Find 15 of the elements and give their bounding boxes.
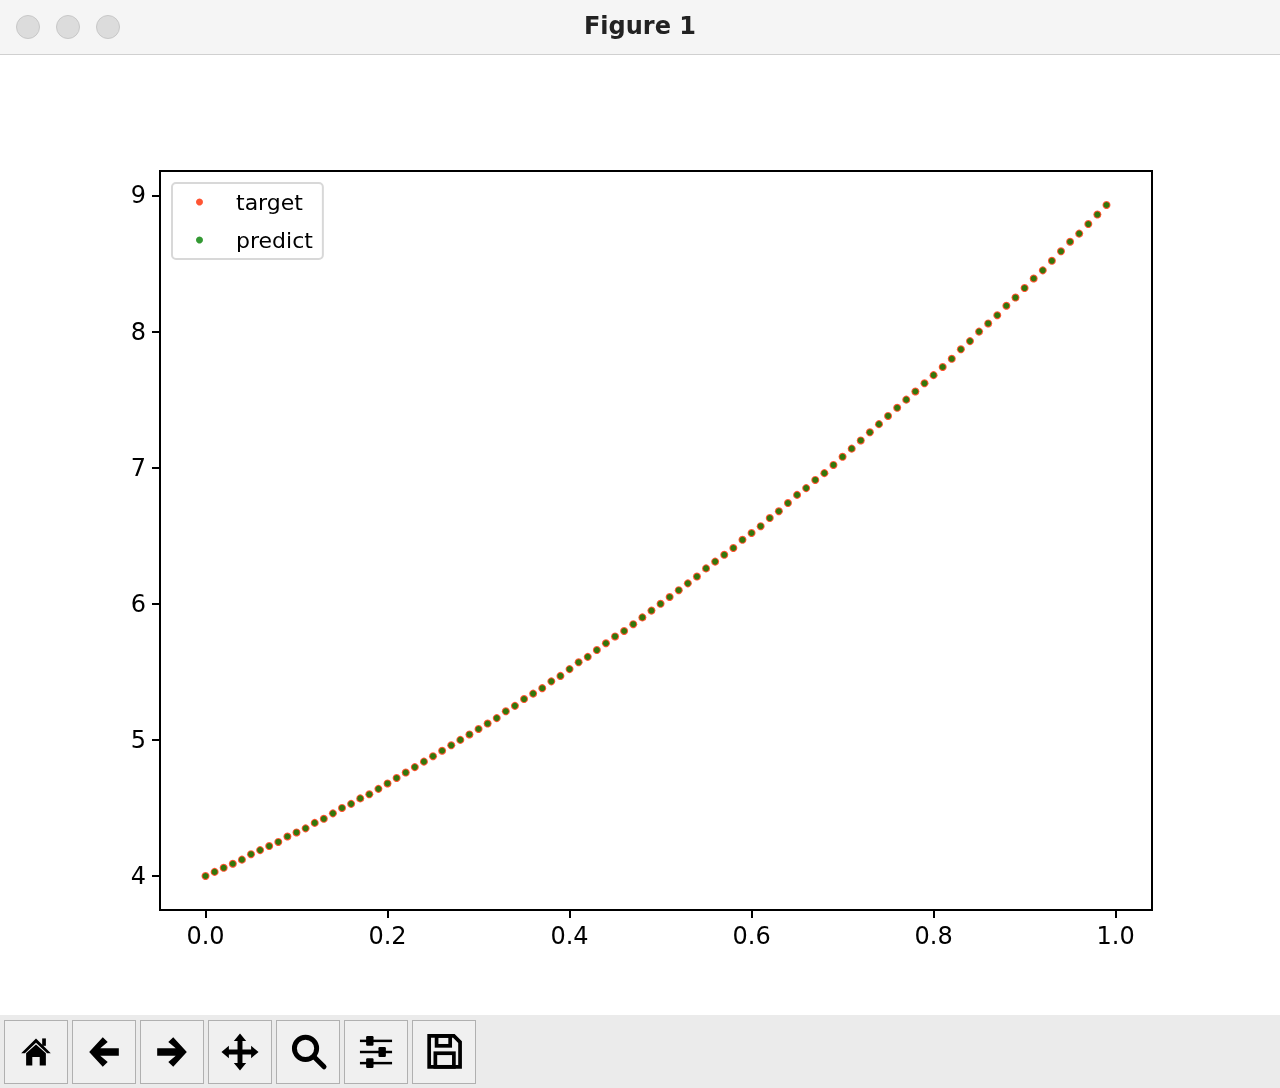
x-tick-label: 0.0	[186, 922, 225, 950]
y-tick-label: 8	[130, 317, 146, 346]
y-tick-label: 6	[130, 589, 146, 618]
y-tick-label: 7	[130, 453, 146, 482]
x-tick-label: 0.6	[732, 922, 771, 950]
x-tick-label: 0.4	[550, 922, 589, 950]
y-tick-label: 5	[130, 725, 146, 754]
y-tick-label: 4	[130, 861, 146, 890]
legend-label: target	[236, 189, 304, 215]
x-tick-label: 0.8	[914, 922, 953, 950]
legend-label: predict	[236, 227, 314, 253]
chart-title: Figure 1	[582, 12, 698, 40]
y-tick-label: 9	[130, 181, 146, 210]
x-tick-label: 1.0	[1096, 922, 1135, 950]
x-tick-label: 0.2	[368, 922, 407, 950]
